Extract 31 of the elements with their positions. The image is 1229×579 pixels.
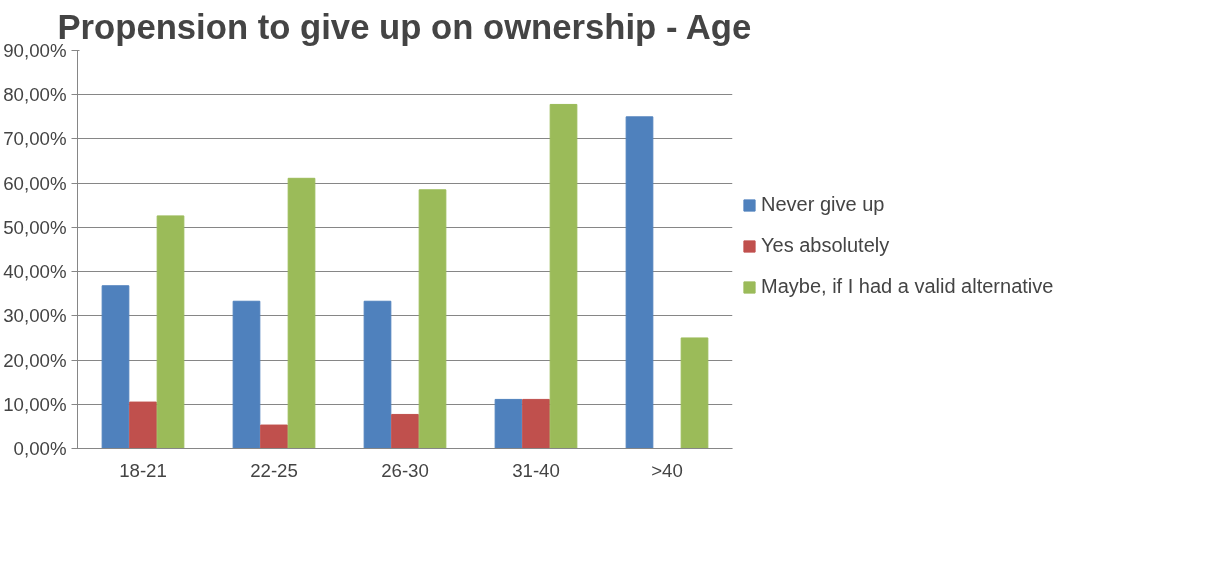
bar xyxy=(549,103,578,449)
y-tick-label: 10,00% xyxy=(3,393,67,415)
bar xyxy=(101,285,130,449)
legend-label: Yes absolutely xyxy=(761,234,890,257)
bar xyxy=(156,215,185,449)
legend-label: Maybe, if I had a valid alternative xyxy=(761,275,1054,298)
bar xyxy=(260,424,288,449)
bar xyxy=(418,189,447,449)
y-tick-label: 60,00% xyxy=(3,172,67,194)
bar xyxy=(522,398,550,449)
bar xyxy=(287,177,316,449)
y-tick-label: 20,00% xyxy=(3,349,67,371)
bar xyxy=(625,116,654,449)
y-tick-label: 40,00% xyxy=(3,261,67,283)
x-tick-label: 22-25 xyxy=(250,459,298,481)
bar xyxy=(680,337,709,449)
y-tick-label: 80,00% xyxy=(3,84,67,106)
bar xyxy=(363,300,392,449)
legend-label: Never give up xyxy=(761,193,885,216)
x-tick-label: >40 xyxy=(651,459,683,481)
bar xyxy=(391,413,419,449)
x-tick-label: 31-40 xyxy=(512,459,560,481)
y-tick-label: 70,00% xyxy=(3,128,67,150)
bar xyxy=(232,300,261,449)
bar xyxy=(494,398,523,449)
bar xyxy=(129,401,157,449)
y-tick-label: 30,00% xyxy=(3,305,67,327)
x-tick-label: 26-30 xyxy=(381,459,429,481)
y-tick-label: 50,00% xyxy=(3,216,67,238)
y-tick-label: 0,00% xyxy=(13,438,67,459)
x-tick-label: 18-21 xyxy=(119,459,167,481)
